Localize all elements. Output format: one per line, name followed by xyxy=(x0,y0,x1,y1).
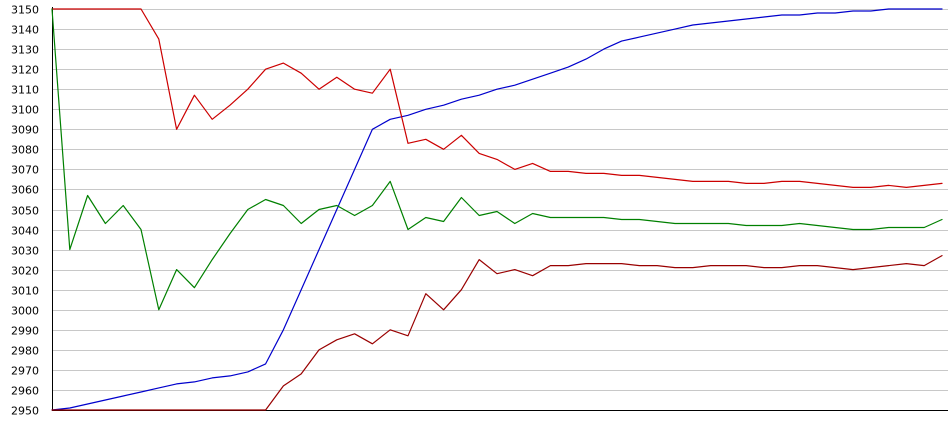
series-line-2 xyxy=(51,8,943,188)
y-tick-label: 2960 xyxy=(11,385,39,398)
y-tick-label: 3000 xyxy=(11,305,39,318)
y-tick-label: 2950 xyxy=(11,405,39,418)
y-tick-label: 3120 xyxy=(11,64,39,77)
y-tick-label: 3150 xyxy=(11,4,39,17)
series-line-1 xyxy=(51,8,943,411)
y-tick-label: 3040 xyxy=(11,225,39,238)
y-tick-label: 3090 xyxy=(11,124,39,137)
y-tick-label: 3130 xyxy=(11,44,39,57)
y-tick-label: 3030 xyxy=(11,245,39,258)
y-tick-label: 3140 xyxy=(11,24,39,37)
y-tick-label: 3110 xyxy=(11,84,39,97)
y-tick-label: 2970 xyxy=(11,365,39,378)
y-tick-label: 2980 xyxy=(11,345,39,358)
series-line-3 xyxy=(51,8,943,311)
y-axis-tick-labels: 2950 2960 2970 2980 2990 3000 3010 3020 3030 3040… xyxy=(11,4,39,418)
series-line-4 xyxy=(51,255,943,411)
grid-lines xyxy=(52,9,948,411)
y-tick-label: 3070 xyxy=(11,164,39,177)
y-tick-label: 3010 xyxy=(11,285,39,298)
y-tick-label: 2990 xyxy=(11,325,39,338)
series-lines xyxy=(51,8,943,411)
y-tick-label: 3050 xyxy=(11,205,39,218)
y-tick-label: 3080 xyxy=(11,144,39,157)
y-tick-label: 3100 xyxy=(11,104,39,117)
y-tick-label: 3020 xyxy=(11,265,39,278)
y-tick-label: 3060 xyxy=(11,184,39,197)
